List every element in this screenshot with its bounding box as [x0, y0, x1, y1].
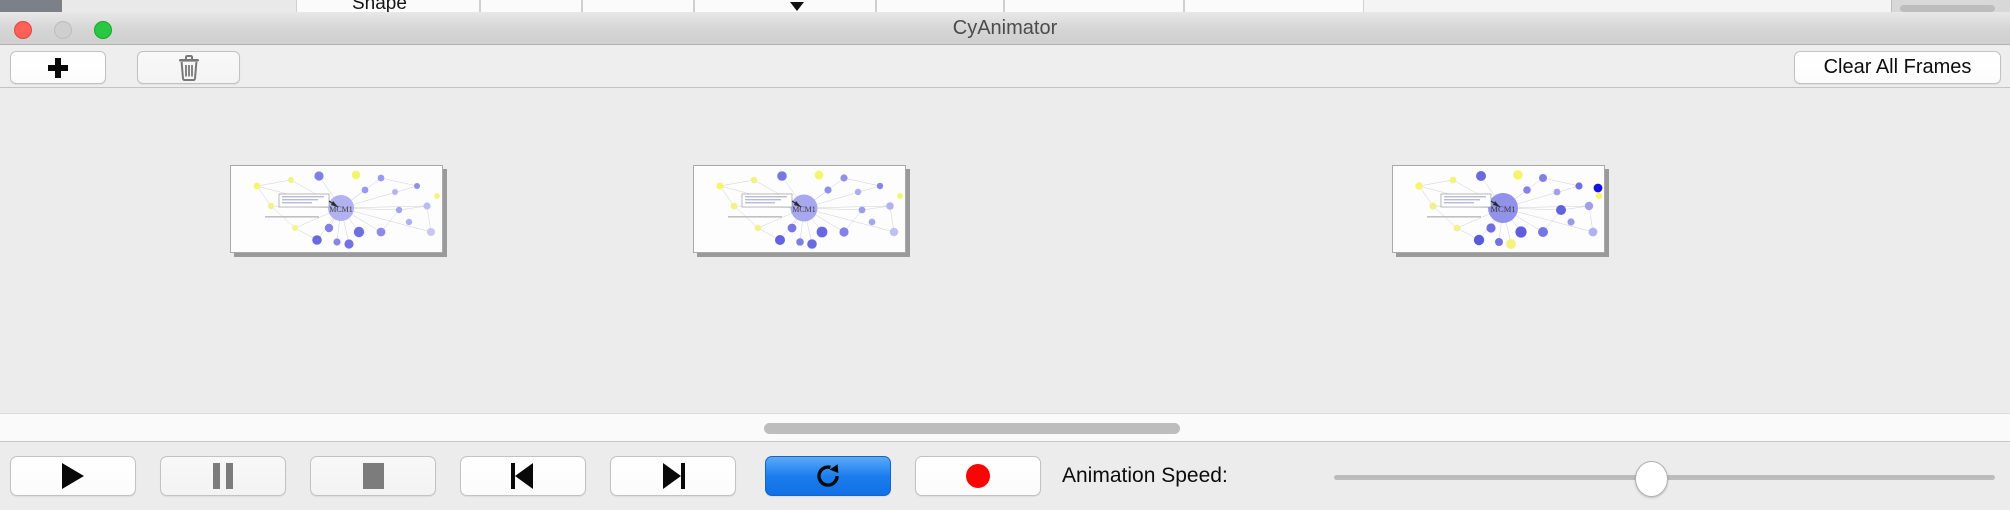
play-icon	[62, 463, 84, 489]
skip-back-icon	[511, 463, 535, 489]
timeline-frame-1[interactable]: MCM1	[230, 165, 443, 253]
bg-dark-cell	[0, 0, 62, 12]
network-thumbnail: MCM1	[253, 170, 440, 249]
record-button[interactable]	[915, 456, 1041, 496]
maximize-icon[interactable]	[94, 21, 112, 39]
pause-icon	[213, 463, 233, 489]
stop-icon	[362, 463, 384, 489]
svg-text:MCM1: MCM1	[792, 205, 816, 214]
svg-text:MCM1: MCM1	[329, 205, 353, 214]
animation-speed-label: Animation Speed:	[1062, 464, 1228, 487]
bg-cell	[1004, 0, 1184, 12]
last-frame-button[interactable]	[610, 456, 736, 496]
bg-cell	[582, 0, 694, 12]
bg-cell	[694, 0, 876, 12]
close-icon[interactable]	[14, 21, 32, 39]
stop-button[interactable]	[310, 456, 436, 496]
play-button[interactable]	[10, 456, 136, 496]
bg-cell	[480, 0, 582, 12]
timeline-panel[interactable]: MCM1	[0, 88, 2010, 336]
background-app-strip: Shape	[0, 0, 2010, 13]
bg-label-shape: Shape	[352, 0, 407, 13]
window-title: CyAnimator	[952, 17, 1058, 39]
timeline-frame-3[interactable]: MCM1	[1392, 165, 1605, 253]
network-thumbnail: MCM1	[716, 170, 903, 249]
bg-scrollbar[interactable]	[1891, 0, 2010, 12]
bg-cell	[296, 0, 480, 12]
record-icon	[966, 464, 990, 488]
minimize-icon[interactable]	[54, 21, 72, 39]
loop-icon	[817, 464, 839, 487]
skip-forward-icon	[661, 463, 685, 489]
timeline-scrollbar-thumb[interactable]	[764, 423, 1180, 434]
toolbar: Clear All Frames	[0, 45, 2010, 88]
loop-button[interactable]	[765, 456, 891, 496]
pause-button[interactable]	[160, 456, 286, 496]
network-thumbnail: MCM1	[1415, 170, 1603, 249]
window-titlebar: CyAnimator	[0, 12, 2010, 45]
delete-frame-button[interactable]	[137, 51, 240, 84]
playback-controls: Animation Speed:	[0, 442, 2010, 510]
plus-icon	[48, 57, 68, 78]
animation-speed-slider-knob[interactable]	[1635, 461, 1668, 497]
bg-triangle-icon	[790, 2, 804, 11]
bg-cell	[876, 0, 1004, 12]
svg-text:MCM1: MCM1	[1490, 204, 1515, 214]
trash-icon	[178, 54, 199, 81]
add-frame-button[interactable]	[10, 51, 106, 84]
clear-all-frames-label: Clear All Frames	[1823, 56, 1972, 78]
timeline-scrollbar[interactable]	[0, 413, 2010, 442]
clear-all-frames-button[interactable]: Clear All Frames	[1794, 51, 2001, 84]
first-frame-button[interactable]	[460, 456, 586, 496]
timeline-frame-2[interactable]: MCM1	[693, 165, 906, 253]
bg-cell	[1184, 0, 1364, 12]
